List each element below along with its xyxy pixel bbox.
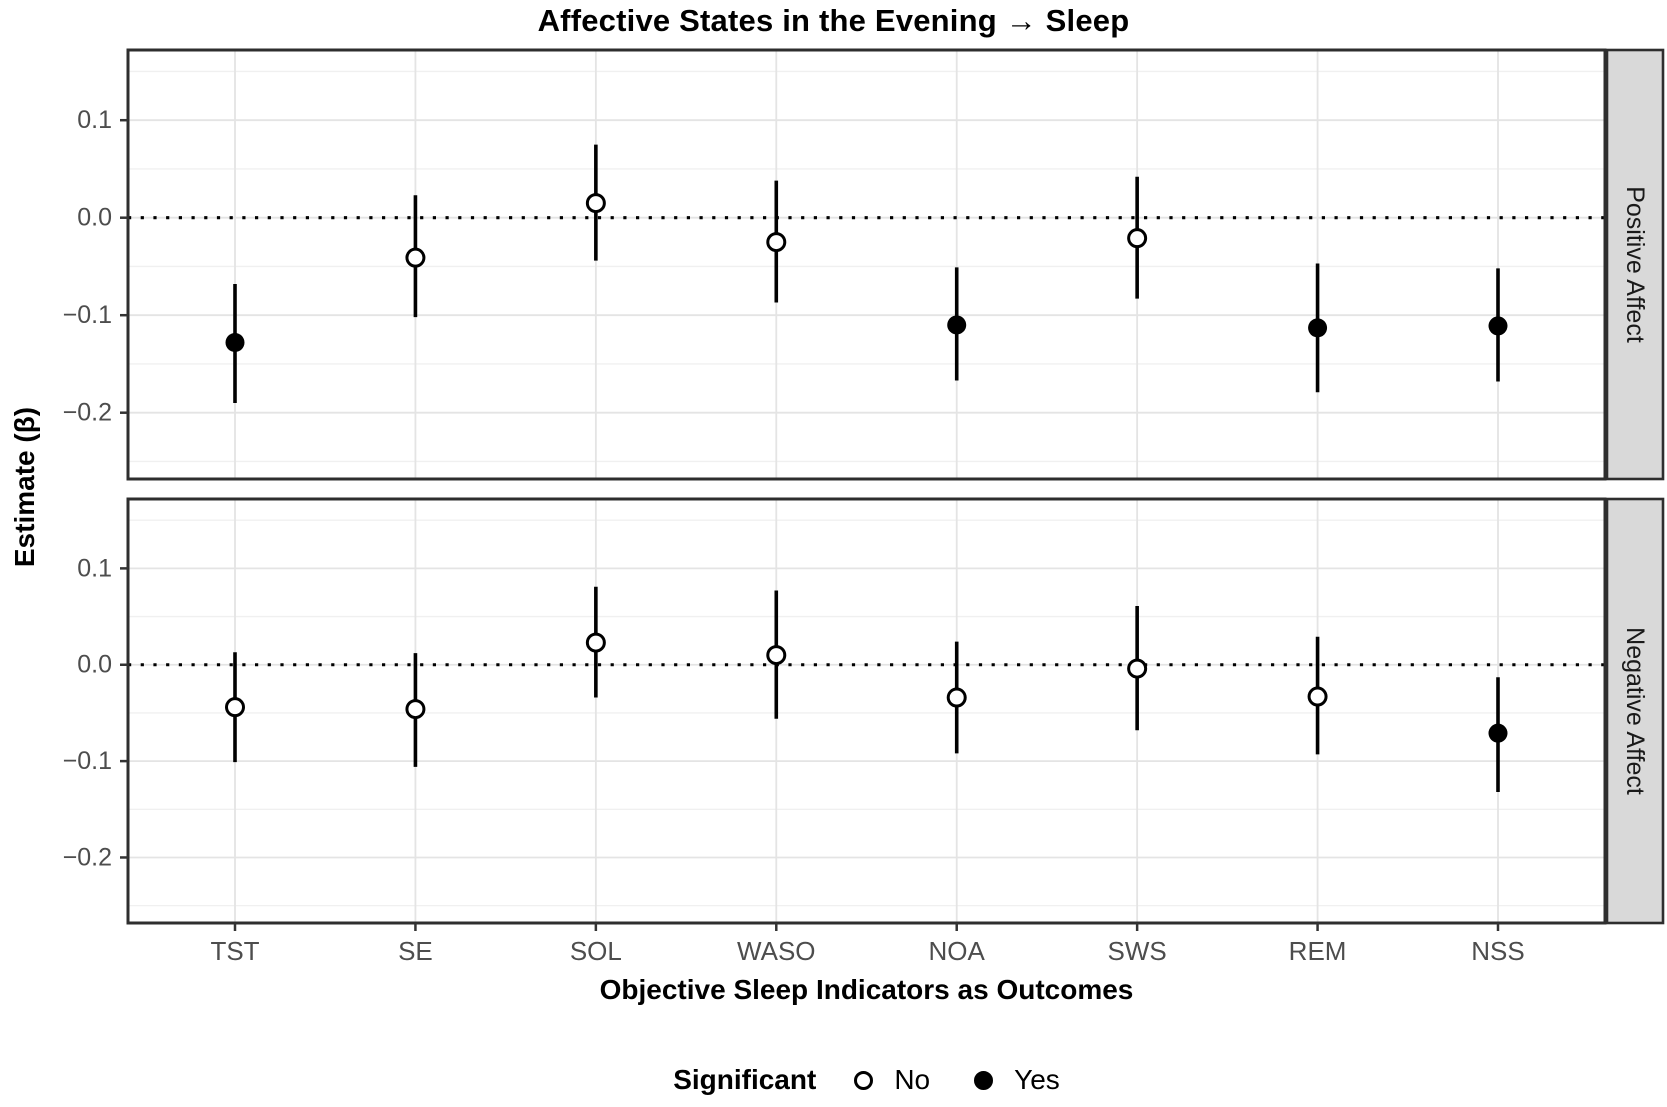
facet-strip	[1605, 48, 1665, 481]
x-tick-label-NOA: NOA	[929, 936, 986, 966]
facet-strip-label: Negative Affect	[1621, 627, 1649, 795]
facet-panel-positive-affect: Positive Affect 0.1 0.0 −0.1 −0.2	[63, 48, 1665, 481]
y-tick-label: −0.2	[63, 843, 112, 871]
legend: Significant No Yes	[128, 1058, 1605, 1102]
panel-background	[128, 50, 1605, 479]
point-filled-NSS	[1488, 316, 1508, 336]
legend-key-yes: Yes	[974, 1064, 1060, 1096]
open-circle-icon	[854, 1070, 874, 1090]
y-tick-label: 0.0	[77, 204, 112, 232]
y-tick-label: 0.0	[77, 651, 112, 679]
point-open-SOL	[585, 193, 606, 214]
point-open-SE	[405, 247, 426, 268]
point-open-NOA	[946, 687, 967, 708]
x-tick-label-SWS: SWS	[1108, 936, 1167, 966]
x-tick-label-SE: SE	[398, 936, 433, 966]
point-open-SWS	[1127, 658, 1148, 679]
x-tick-label-TST: TST	[210, 936, 259, 966]
legend-title: Significant	[673, 1064, 817, 1095]
point-open-SE	[405, 699, 426, 720]
facet-strip-label: Positive Affect	[1621, 186, 1649, 343]
panel-border	[126, 497, 1607, 925]
point-open-WASO	[766, 232, 787, 253]
y-axis-title: Estimate (β)	[9, 406, 40, 568]
point-open-SOL	[585, 632, 606, 653]
point-filled-TST	[225, 333, 245, 352]
point-open-WASO	[766, 645, 787, 666]
y-tick-label: −0.2	[63, 399, 112, 427]
point-filled-REM	[1308, 318, 1328, 338]
facet-strip	[1605, 497, 1665, 925]
y-tick-label: 0.1	[77, 554, 112, 582]
y-tick-label: −0.1	[63, 301, 112, 329]
filled-circle-icon	[974, 1070, 994, 1090]
x-tick-label-NSS: NSS	[1471, 936, 1524, 966]
x-axis-title: Objective Sleep Indicators as Outcomes	[599, 974, 1134, 1005]
legend-no-label: No	[894, 1064, 931, 1095]
y-tick-label: 0.1	[77, 106, 112, 134]
chart-title: Affective States in the Evening → Sleep	[537, 3, 1130, 38]
panel-border	[126, 48, 1607, 481]
x-tick-label-SOL: SOL	[570, 936, 622, 966]
point-open-SWS	[1127, 228, 1148, 249]
legend-key-no: No	[854, 1064, 930, 1096]
point-open-TST	[225, 697, 245, 718]
x-tick-label-REM: REM	[1289, 936, 1347, 966]
facet-panel-negative-affect: Negative Affect 0.1 0.0 −0.1 −0.2	[63, 497, 1665, 925]
legend-yes-label: Yes	[1014, 1064, 1060, 1095]
point-open-REM	[1307, 686, 1328, 707]
panel-background	[128, 499, 1605, 923]
point-filled-NOA	[947, 315, 967, 335]
point-filled-NSS	[1488, 723, 1508, 743]
x-tick-label-WASO: WASO	[737, 936, 815, 966]
y-tick-label: −0.1	[63, 747, 112, 775]
